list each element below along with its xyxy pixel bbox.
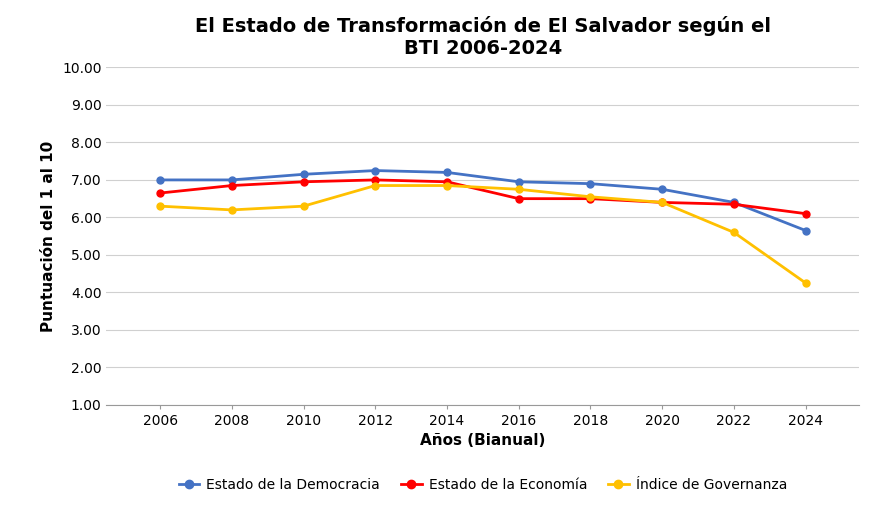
Estado de la Democracia (585, 181, 595, 187)
Índice de Governanza (370, 183, 381, 189)
Estado de la Economía (800, 211, 811, 217)
Estado de la Economía (227, 183, 237, 189)
Estado de la Democracia (370, 168, 381, 174)
Índice de Governanza (728, 229, 739, 236)
Estado de la Democracia (800, 227, 811, 234)
Estado de la Economía (299, 179, 309, 185)
Estado de la Economía (155, 190, 166, 196)
Estado de la Democracia (155, 177, 166, 183)
Estado de la Economía (370, 177, 381, 183)
Índice de Governanza (299, 203, 309, 209)
Estado de la Democracia (299, 171, 309, 177)
Estado de la Democracia (442, 169, 453, 175)
Índice de Governanza (227, 207, 237, 213)
Índice de Governanza (800, 280, 811, 286)
Índice de Governanza (657, 199, 667, 206)
Line: Estado de la Democracia: Estado de la Democracia (157, 167, 809, 234)
Índice de Governanza (442, 183, 453, 189)
Estado de la Democracia (227, 177, 237, 183)
Índice de Governanza (513, 186, 524, 193)
Estado de la Democracia (513, 179, 524, 185)
Line: Estado de la Economía: Estado de la Economía (157, 176, 809, 217)
Estado de la Economía (513, 196, 524, 202)
Line: Índice de Governanza: Índice de Governanza (157, 182, 809, 286)
Y-axis label: Puntuación del 1 al 10: Puntuación del 1 al 10 (42, 141, 57, 332)
Estado de la Democracia (657, 186, 667, 193)
Estado de la Economía (442, 179, 453, 185)
X-axis label: Años (Bianual): Años (Bianual) (420, 433, 546, 448)
Estado de la Economía (657, 199, 667, 206)
Title: El Estado de Transformación de El Salvador según el
BTI 2006-2024: El Estado de Transformación de El Salvad… (195, 16, 771, 58)
Índice de Governanza (585, 194, 595, 200)
Legend: Estado de la Democracia, Estado de la Economía, Índice de Governanza: Estado de la Democracia, Estado de la Ec… (173, 472, 793, 498)
Índice de Governanza (155, 203, 166, 209)
Estado de la Democracia (728, 199, 739, 206)
Estado de la Economía (585, 196, 595, 202)
Estado de la Economía (728, 201, 739, 208)
